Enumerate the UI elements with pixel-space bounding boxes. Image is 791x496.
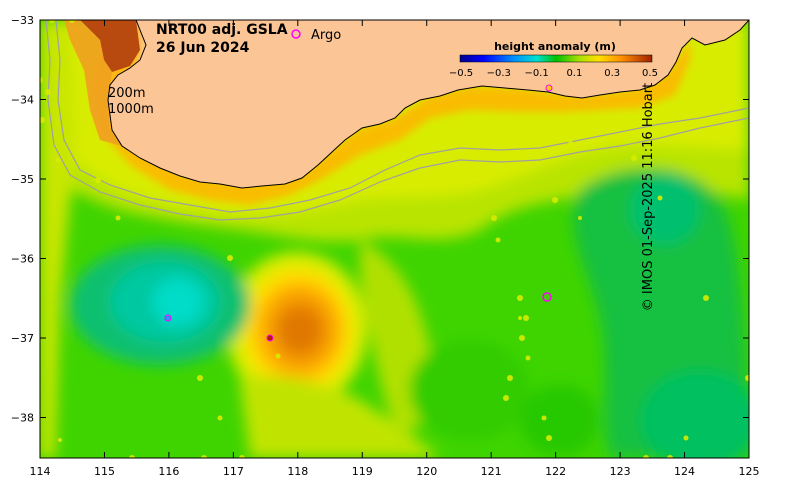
colorbar-tick-label: −0.5 (449, 68, 473, 79)
y-tick-label: −37 (11, 332, 34, 345)
x-tick-label: 115 (94, 465, 115, 478)
argo-legend-marker (291, 29, 301, 39)
x-tick-label: 121 (481, 465, 502, 478)
observation-dots (40, 20, 749, 458)
y-tick-label: −36 (11, 253, 34, 266)
y-tick-label: −33 (11, 14, 34, 27)
y-tick-label: −38 (11, 412, 34, 425)
y-tick-label: −35 (11, 173, 34, 186)
x-tick-label: 117 (223, 465, 244, 478)
map-date: 26 Jun 2024 (156, 40, 250, 56)
x-tick-label: 116 (158, 465, 179, 478)
argo-legend-label: Argo (311, 28, 341, 43)
map-title: NRT00 adj. GSLA (156, 22, 288, 38)
colorbar-tick-label: 0.1 (566, 68, 582, 79)
x-tick-label: 120 (416, 465, 437, 478)
x-tick-label: 124 (674, 465, 695, 478)
plot-frame (39, 19, 750, 459)
x-tick-label: 118 (287, 465, 308, 478)
x-tick-label: 125 (739, 465, 760, 478)
y-tick-label: −34 (11, 94, 34, 107)
x-tick-label: 122 (545, 465, 566, 478)
contour-1000m (45, 20, 749, 221)
y-axis: −33 −34 −35 −36 −37 −38 (11, 14, 749, 425)
colorbar-tick-label: −0.1 (524, 68, 548, 79)
contour-1000m-label: 1000m (108, 102, 154, 117)
contour-200m (55, 20, 749, 213)
x-tick-label: 123 (610, 465, 631, 478)
colorbar-tick-label: 0.3 (604, 68, 620, 79)
colorbar-tick-label: 0.5 (642, 68, 658, 79)
plot-area (40, 20, 749, 458)
credit-text: © IMOS 01-Sep-2025 11:16 Hobart (641, 82, 656, 312)
colorbar (459, 54, 653, 63)
x-axis: 114 115 116 117 118 119 120 121 122 123 124 125 (30, 20, 760, 478)
argo-float-marker[interactable] (542, 292, 552, 302)
coastline (107, 20, 749, 189)
colorbar-title: height anomaly (m) (494, 40, 616, 53)
argo-float-marker[interactable] (266, 334, 274, 342)
colorbar-tick-label: −0.3 (487, 68, 511, 79)
colorbar-ticks: −0.5 −0.3 −0.1 0.1 0.3 0.5 (449, 68, 658, 79)
argo-float-marker[interactable] (164, 314, 172, 322)
x-tick-label: 119 (352, 465, 373, 478)
argo-float-marker[interactable] (545, 84, 553, 92)
x-tick-label: 114 (30, 465, 51, 478)
contour-200m-label: 200m (108, 86, 145, 101)
